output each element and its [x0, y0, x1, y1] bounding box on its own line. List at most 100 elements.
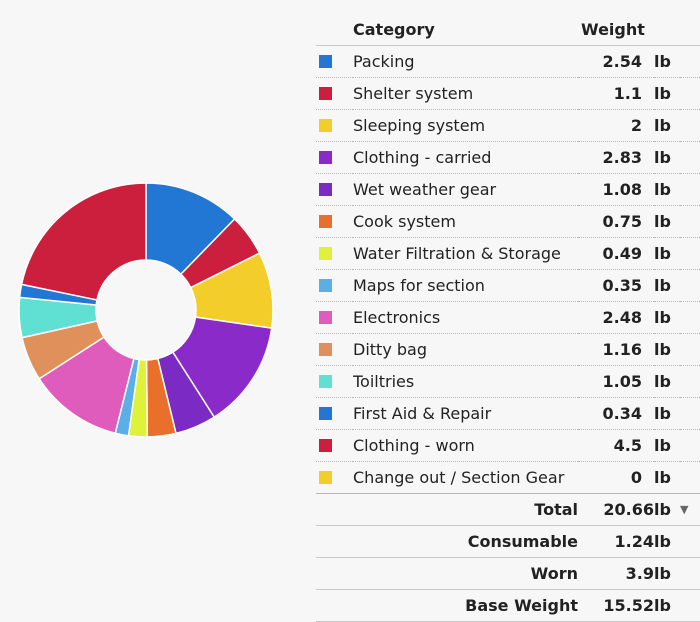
table-row: Clothing - worn 4.5 lb [316, 429, 700, 462]
color-swatch [319, 119, 332, 132]
swatch-cell [316, 77, 353, 110]
empty-cell [680, 141, 700, 174]
unit-label: lb [654, 109, 680, 142]
empty-cell [680, 77, 700, 110]
table-row: Ditty bag 1.16 lb [316, 333, 700, 366]
category-name: Change out / Section Gear [353, 461, 578, 494]
empty-cell [680, 301, 700, 334]
category-name: Electronics [353, 301, 578, 334]
caret-down-icon[interactable]: ▼ [680, 493, 700, 526]
category-name: Packing [353, 45, 578, 78]
table-row: Sleeping system 2 lb [316, 109, 700, 142]
color-swatch [319, 407, 332, 420]
category-weight: 2 [578, 109, 654, 142]
unit-label: lb [654, 269, 680, 302]
category-name: Wet weather gear [353, 173, 578, 206]
category-name: Water Filtration & Storage [353, 237, 578, 270]
base-weight-row: Base Weight 15.52 lb [316, 589, 700, 622]
category-weight: 1.16 [578, 333, 654, 366]
total-row: Total 20.66 lb ▼ [316, 493, 700, 526]
unit-label: lb [654, 525, 680, 558]
unit-label: lb [654, 557, 680, 590]
table-row: First Aid & Repair 0.34 lb [316, 397, 700, 430]
swatch-cell [316, 365, 353, 398]
empty-cell [680, 205, 700, 238]
category-name: Shelter system [353, 77, 578, 110]
swatch-cell [316, 397, 353, 430]
category-weight: 2.54 [578, 45, 654, 78]
category-name: First Aid & Repair [353, 397, 578, 430]
table-row: Shelter system 1.1 lb [316, 77, 700, 110]
color-swatch [319, 87, 332, 100]
swatch-cell [316, 173, 353, 206]
category-weight: 2.83 [578, 141, 654, 174]
empty-cell [680, 429, 700, 462]
weight-donut-chart [18, 182, 274, 438]
unit-label: lb [654, 397, 680, 430]
category-weight: 0.35 [578, 269, 654, 302]
empty-cell [680, 333, 700, 366]
category-header: Category [353, 14, 578, 46]
swatch-cell [316, 301, 353, 334]
color-swatch [319, 151, 332, 164]
table-row: Clothing - carried 2.83 lb [316, 141, 700, 174]
swatch-cell [316, 45, 353, 78]
weight-table: Category Weight Packing 2.54 lb Shelter sys… [316, 14, 700, 622]
category-name: Maps for section [353, 269, 578, 302]
empty-cell [680, 589, 700, 622]
base-weight-label: Base Weight [316, 589, 578, 622]
worn-label: Worn [316, 557, 578, 590]
unit-label: lb [654, 141, 680, 174]
empty-cell [680, 109, 700, 142]
table-row: Cook system 0.75 lb [316, 205, 700, 238]
empty-cell [680, 173, 700, 206]
unit-label: lb [654, 333, 680, 366]
worn-value: 3.9 [578, 557, 654, 590]
color-swatch [319, 343, 332, 356]
category-weight: 0 [578, 461, 654, 494]
swatch-cell [316, 461, 353, 494]
table-row: Wet weather gear 1.08 lb [316, 173, 700, 206]
category-weight: 0.34 [578, 397, 654, 430]
category-name: Clothing - worn [353, 429, 578, 462]
category-name: Clothing - carried [353, 141, 578, 174]
weight-header: Weight [578, 14, 700, 46]
pie-slice-clothing-worn[interactable] [20, 182, 147, 301]
table-row: Packing 2.54 lb [316, 45, 700, 78]
unit-label: lb [654, 173, 680, 206]
worn-row: Worn 3.9 lb [316, 557, 700, 590]
category-weight: 1.05 [578, 365, 654, 398]
table-row: Change out / Section Gear 0 lb [316, 461, 700, 494]
swatch-cell [316, 109, 353, 142]
consumable-label: Consumable [316, 525, 578, 558]
color-swatch [319, 55, 332, 68]
table-row: Electronics 2.48 lb [316, 301, 700, 334]
swatch-header [316, 14, 353, 46]
table-row: Water Filtration & Storage 0.49 lb [316, 237, 700, 270]
table-header-row: Category Weight [316, 14, 700, 46]
empty-cell [680, 45, 700, 78]
swatch-cell [316, 333, 353, 366]
category-name: Toiltries [353, 365, 578, 398]
table-row: Toiltries 1.05 lb [316, 365, 700, 398]
swatch-cell [316, 269, 353, 302]
color-swatch [319, 439, 332, 452]
unit-label: lb [654, 589, 680, 622]
color-swatch [319, 247, 332, 260]
unit-label: lb [654, 493, 680, 526]
empty-cell [680, 557, 700, 590]
swatch-cell [316, 429, 353, 462]
unit-label: lb [654, 365, 680, 398]
unit-label: lb [654, 237, 680, 270]
empty-cell [680, 525, 700, 558]
category-weight: 2.48 [578, 301, 654, 334]
base-weight-value: 15.52 [578, 589, 654, 622]
color-swatch [319, 471, 332, 484]
category-weight: 0.75 [578, 205, 654, 238]
unit-label: lb [654, 45, 680, 78]
unit-label: lb [654, 205, 680, 238]
category-name: Sleeping system [353, 109, 578, 142]
empty-cell [680, 237, 700, 270]
unit-label: lb [654, 429, 680, 462]
empty-cell [680, 397, 700, 430]
